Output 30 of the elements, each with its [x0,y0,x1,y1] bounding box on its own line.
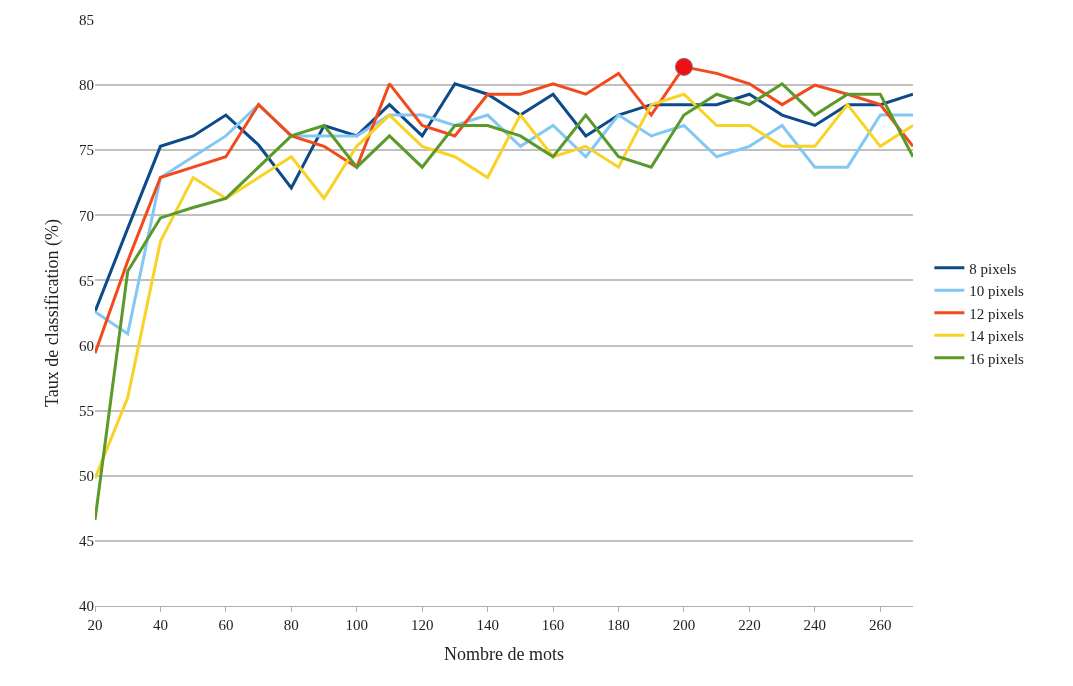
x-tick-label: 260 [869,617,892,633]
y-tick-label: 50 [79,468,94,485]
x-tick-label: 240 [803,617,827,633]
y-tick-label: 60 [79,337,94,354]
legend-label: 12 pixels [969,305,1025,322]
y-axis-title: Taux de classification (%) [42,218,64,408]
x-tick-label: 220 [738,617,761,633]
x-tick-label: 60 [218,617,234,633]
y-tick-label: 85 [79,12,94,29]
x-tick-label: 120 [410,617,434,633]
legend-label: 14 pixels [969,328,1025,345]
legend-label: 10 pixels [969,283,1025,300]
legend-label: 16 pixels [969,350,1025,367]
y-tick-label: 75 [79,142,94,159]
y-tick-label: 80 [79,77,94,94]
y-tick-label: 65 [79,272,94,289]
y-tick-label: 55 [79,402,94,419]
x-tick-label: 100 [345,617,369,633]
legend-label: 8 pixels [969,260,1017,277]
x-tick-label: 40 [152,617,168,633]
x-tick-label: 200 [672,617,696,633]
x-tick-label: 160 [541,617,565,633]
y-tick-label: 40 [79,598,94,615]
y-tick-label: 45 [79,533,94,550]
x-tick-label: 80 [283,617,299,633]
x-tick-label: 20 [87,617,103,633]
x-tick-label: 180 [607,617,630,633]
y-tick-label: 70 [79,207,94,224]
x-tick-label: 140 [476,617,499,633]
x-axis-title: Nombre de mots [444,644,564,665]
